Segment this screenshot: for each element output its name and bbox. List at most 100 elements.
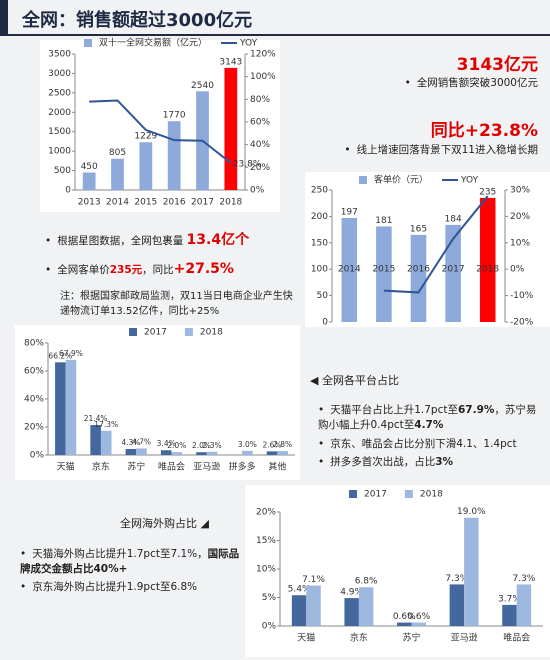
text: 天猫平台占比上升1.7pct至: [330, 404, 458, 416]
bar: [125, 448, 137, 455]
x-tick-label: 苏宁: [127, 461, 145, 473]
x-tick-label: 2018: [476, 265, 499, 275]
bar: [449, 584, 465, 626]
value-label: 66.2%: [48, 351, 72, 360]
highlight: +27.5%: [173, 261, 234, 277]
legend-swatch: [359, 176, 367, 184]
bar: [358, 587, 374, 626]
title-rule: [0, 34, 550, 36]
chart: 0% 5% 10% 15% 20% 5.4% 4.9% 0.6% 7.3% 3.7% 7.1% 6.8…: [256, 490, 543, 644]
bar: [139, 142, 153, 190]
text: 全网海外购占比: [120, 517, 197, 530]
x-tick-label: 京东: [350, 632, 368, 644]
y-tick-label: 0%: [262, 622, 277, 632]
x-tick-label: 2014: [106, 198, 129, 208]
x-tick-label: 苏宁: [402, 632, 420, 644]
arrow: ◀: [310, 374, 322, 387]
bar: [479, 197, 496, 322]
arrow: ◢: [197, 517, 209, 530]
value-label: 1229: [134, 132, 157, 142]
value-label: 3.7%: [498, 594, 521, 604]
legend-label: YOY: [239, 39, 258, 49]
legend-swatch: [404, 490, 413, 498]
y-tick-label: 10%: [256, 565, 276, 575]
y2-tick-label: 100%: [250, 72, 276, 82]
y-tick-label: 1500: [48, 127, 71, 137]
legend-swatch: [184, 328, 193, 336]
y2-tick-label: 40%: [250, 140, 270, 150]
y-tick-label: 60%: [24, 367, 44, 377]
y-tick-label: 1000: [48, 147, 71, 157]
y-tick-label: 40%: [24, 395, 44, 405]
y-tick-label: 100: [311, 265, 328, 275]
value-label: 2.6%: [263, 440, 282, 449]
legend-swatch: [84, 39, 92, 47]
value-label: 3.0%: [238, 440, 257, 449]
value-label: 4.3%: [121, 438, 140, 447]
y-tick-label: 15%: [256, 536, 276, 546]
bar: [411, 622, 426, 626]
bullet: 根据星图数据，全网包裹量 13.4亿个: [45, 233, 249, 249]
y-tick-label: 0%: [30, 451, 45, 461]
chart: 0 500 1000 1500 2000 2500 3000 3500 0% 20% 40% 60% 8…: [48, 37, 276, 208]
bar: [160, 450, 172, 455]
value-label: 4.9%: [340, 588, 363, 598]
y-tick-label: 80%: [24, 339, 44, 349]
value-label: 3.4%: [157, 439, 176, 448]
y-tick-label: 2500: [48, 88, 71, 98]
x-tick-label: 亚马逊: [451, 633, 478, 644]
value-label: 6.8%: [355, 577, 378, 587]
value-label: 7.3%: [512, 574, 535, 584]
bar: [306, 585, 321, 626]
value-label: 19.0%: [457, 507, 486, 517]
legend-label: 2017: [144, 328, 167, 338]
y2-tick-label: 30%: [510, 186, 530, 196]
y2-tick-label: -20%: [510, 318, 534, 328]
panel: [40, 40, 280, 212]
y-tick-label: 200: [311, 212, 328, 222]
value-label: 2.8%: [273, 440, 292, 449]
y-tick-label: 150: [311, 238, 328, 248]
highlight: 国际品牌成交金额占比40%+: [20, 548, 240, 575]
bar: [266, 451, 278, 455]
page-title: 全网：销售额超过3000亿元: [22, 10, 253, 31]
value-label: 0.6%: [407, 612, 430, 622]
headline: 同比+23.8%: [430, 121, 538, 141]
bar: [410, 234, 427, 322]
bar: [291, 595, 307, 626]
legend-label: 2018: [420, 490, 443, 500]
x-tick-label: 2017: [191, 198, 214, 208]
x-tick-label: 其他: [268, 461, 286, 473]
bar: [90, 425, 101, 455]
x-tick-label: 2016: [407, 265, 430, 275]
value-label: 2.0%: [167, 441, 186, 450]
highlight: 4.7%: [414, 419, 444, 431]
value-label: 17.3%: [94, 420, 118, 429]
x-tick-label: 2015: [134, 198, 157, 208]
x-tick-label: 2018: [219, 198, 242, 208]
y2-tick-label: -10%: [510, 291, 534, 301]
bar: [376, 226, 392, 322]
legend-swatch: [349, 490, 357, 498]
bar: [65, 359, 77, 455]
y-tick-label: 3000: [48, 69, 71, 79]
text: ，同比: [142, 264, 174, 276]
text: 根据星图数据，全网包裹量: [57, 235, 184, 247]
y-tick-label: 500: [54, 166, 71, 176]
bar: [344, 598, 359, 626]
value-label: 165: [410, 224, 427, 234]
value-label: 2540: [191, 81, 214, 91]
section-heading: 全网海外购占比 ◢: [120, 515, 209, 531]
legend-label: 客单价（元）: [374, 174, 428, 186]
y-tick-label: 0: [65, 186, 71, 196]
x-tick-label: 天猫: [297, 632, 315, 644]
y2-tick-label: 120%: [250, 50, 276, 60]
y2-tick-label: 60%: [250, 118, 270, 128]
y-tick-label: 20%: [256, 508, 276, 518]
y-tick-label: 50: [317, 291, 329, 301]
bar: [516, 584, 532, 626]
highlight: 3%: [435, 456, 454, 468]
bar: [242, 450, 253, 455]
value-label: 181: [375, 216, 392, 226]
highlight: 13.4亿个: [186, 232, 250, 248]
